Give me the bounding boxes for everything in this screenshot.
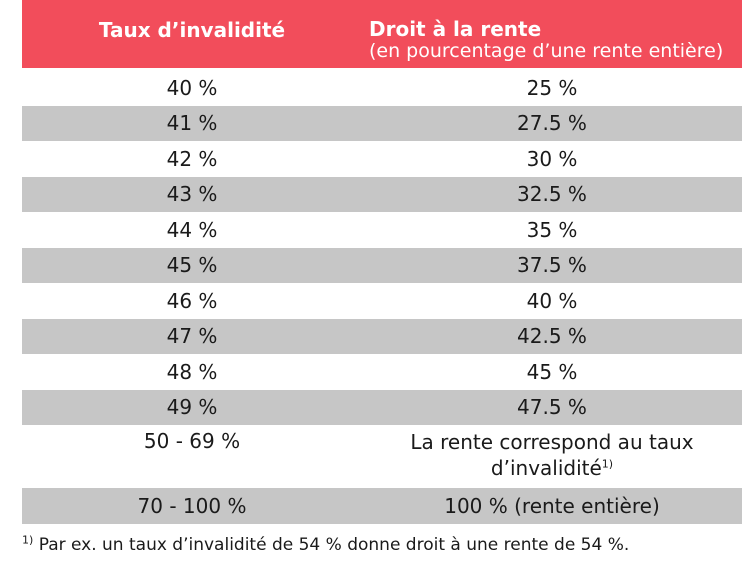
table-row: 48 % 45 %: [22, 354, 742, 390]
table-row: 49 % 47.5 %: [22, 389, 742, 425]
cell-taux: 48 %: [166, 359, 218, 384]
cell-droit: 27.5 %: [517, 111, 587, 136]
table-row: 41 % 27.5 %: [22, 105, 742, 141]
header-taux: Taux d’invalidité: [98, 18, 286, 42]
cell-droit: 30 %: [526, 146, 578, 171]
cell-droit: La rente correspond au taux d’invalidité…: [362, 425, 742, 481]
table-row: 43 % 32.5 %: [22, 176, 742, 212]
cell-taux: 50 - 69 %: [143, 429, 241, 453]
header-droit: Droit à la rente (en pourcentage d’une r…: [362, 0, 742, 68]
invalidity-table: Taux d’invalidité Droit à la rente (en p…: [22, 0, 742, 524]
cell-droit: 35 %: [526, 217, 578, 242]
cell-droit: 42.5 %: [517, 324, 587, 349]
header-droit-title: Droit à la rente: [369, 17, 542, 41]
footnote: 1) Par ex. un taux d’invalidité de 54 % …: [22, 533, 630, 555]
header-droit-subtitle: (en pourcentage d’une rente entière): [369, 40, 724, 62]
cell-droit: 25 %: [526, 75, 578, 100]
footnote-ref: 1): [601, 457, 614, 471]
table-row: 40 % 25 %: [22, 70, 742, 106]
cell-droit: 40 %: [526, 288, 578, 313]
table-row: 50 - 69 % La rente correspond au taux d’…: [22, 425, 742, 488]
cell-taux: 47 %: [166, 324, 218, 349]
table-row: 42 % 30 %: [22, 141, 742, 177]
cell-droit: 47.5 %: [517, 395, 587, 420]
cell-taux: 46 %: [166, 288, 218, 313]
cell-taux: 41 %: [166, 111, 218, 136]
cell-droit: 37.5 %: [517, 253, 587, 278]
cell-taux: 40 %: [166, 75, 218, 100]
cell-taux: 44 %: [166, 217, 218, 242]
table-row: 46 % 40 %: [22, 283, 742, 319]
cell-taux: 42 %: [166, 146, 218, 171]
footnote-marker: 1): [22, 533, 34, 547]
table-header: Taux d’invalidité Droit à la rente (en p…: [22, 0, 742, 70]
cell-taux: 70 - 100 %: [137, 493, 247, 518]
table-row: 47 % 42.5 %: [22, 318, 742, 354]
table-row: 70 - 100 % 100 % (rente entière): [22, 488, 742, 524]
cell-droit: 45 %: [526, 359, 578, 384]
cell-droit-line2: d’invalidité: [490, 456, 602, 480]
cell-droit-line1: La rente correspond au taux: [410, 430, 694, 454]
cell-droit: 32.5 %: [517, 182, 587, 207]
cell-droit: 100 % (rente entière): [444, 493, 660, 518]
table-row: 45 % 37.5 %: [22, 247, 742, 283]
table-row: 44 % 35 %: [22, 212, 742, 248]
cell-taux: 43 %: [166, 182, 218, 207]
cell-taux: 49 %: [166, 395, 218, 420]
cell-taux: 45 %: [166, 253, 218, 278]
footnote-text: Par ex. un taux d’invalidité de 54 % don…: [33, 535, 630, 555]
